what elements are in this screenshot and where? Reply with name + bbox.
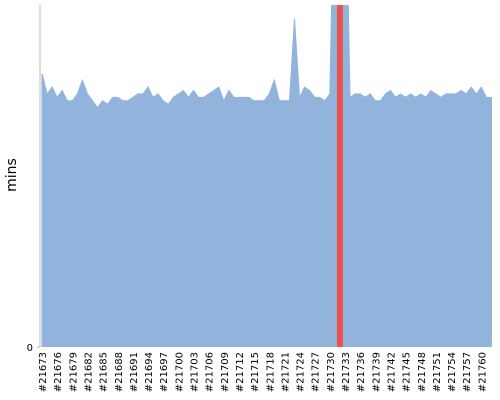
x-tick-label: #21679 xyxy=(68,352,79,392)
x-tick-label: #21730 xyxy=(326,352,337,392)
x-tick-label: #21760 xyxy=(477,352,488,392)
x-tick-label: #21709 xyxy=(220,352,231,392)
x-tick-label: #21673 xyxy=(38,352,49,392)
x-tick-label: #21718 xyxy=(265,352,276,392)
x-tick-label: #21691 xyxy=(129,352,140,392)
x-tick-label: #21733 xyxy=(341,352,352,392)
area xyxy=(41,5,492,347)
x-tick-label: #21721 xyxy=(280,352,291,392)
x-tick-label: #21700 xyxy=(174,352,185,392)
x-tick-label: #21751 xyxy=(432,352,443,392)
x-tick-label: #21724 xyxy=(296,352,307,392)
x-tick-label: #21712 xyxy=(235,352,246,392)
x-tick-label: #21676 xyxy=(53,352,64,392)
x-tick-label: #21682 xyxy=(83,352,94,392)
plot-area xyxy=(41,5,492,347)
x-tick-label: #21715 xyxy=(250,352,261,392)
x-tick-label: #21739 xyxy=(371,352,382,392)
x-tick-label: #21748 xyxy=(417,352,428,392)
x-tick-label: #21757 xyxy=(462,352,473,392)
x-tick-label: #21745 xyxy=(402,352,413,392)
x-tick-label: #21688 xyxy=(114,352,125,392)
x-tick-label: #21703 xyxy=(190,352,201,392)
y-tick-label: 0 xyxy=(27,343,33,354)
y-axis-label: mins xyxy=(4,158,20,192)
x-tick-label: #21685 xyxy=(99,352,110,392)
highlight-marker xyxy=(336,5,343,347)
x-tick-label: #21697 xyxy=(159,352,170,392)
x-tick-label: #21706 xyxy=(205,352,216,392)
x-tick-label: #21727 xyxy=(311,352,322,392)
x-tick-label: #21742 xyxy=(386,352,397,392)
x-tick-label: #21736 xyxy=(356,352,367,392)
x-tick-label: #21754 xyxy=(447,352,458,392)
x-tick-label: #21694 xyxy=(144,352,155,392)
